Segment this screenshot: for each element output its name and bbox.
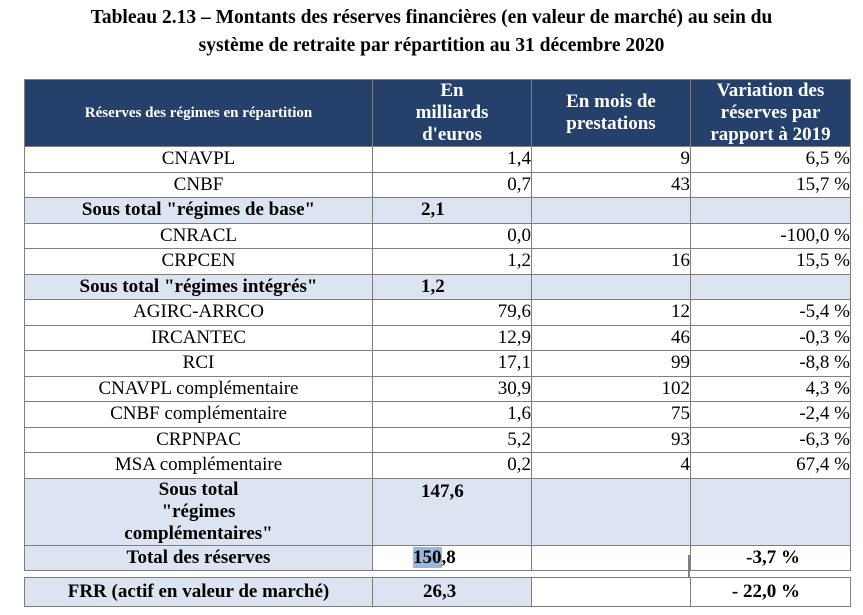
row-label: Sous total "régimes complémentaires"	[24, 477, 373, 546]
row-variation: -0,3 %	[690, 324, 851, 351]
row-months: 9	[531, 146, 691, 173]
frr-amount: 26,3	[372, 577, 532, 607]
row-variation	[690, 197, 851, 224]
table-row: CNRACL 0,0 -100,0 %	[24, 222, 851, 249]
total-amount: 150,8	[372, 544, 532, 571]
title-line-1: Tableau 2.13 – Montants des réserves fin…	[90, 7, 773, 28]
table-row: CRPCEN 1,2 16 15,5 %	[24, 248, 851, 275]
header-col-amount: En milliards d'euros	[372, 79, 532, 147]
row-variation: 67,4 %	[690, 452, 851, 479]
table-row: MSA complémentaire 0,2 4 67,4 %	[24, 452, 851, 479]
row-variation: -5,4 %	[690, 299, 851, 326]
frr-row: FRR (actif en valeur de marché) 26,3 - 2…	[24, 577, 851, 607]
frr-label: FRR (actif en valeur de marché)	[24, 577, 373, 607]
row-months: 12	[531, 299, 691, 326]
row-months: 46	[531, 324, 691, 351]
row-label: CNRACL	[24, 222, 373, 249]
row-label: Sous total "régimes intégrés"	[24, 273, 373, 300]
row-label: IRCANTEC	[24, 324, 373, 351]
subtotal-row: Sous total "régimes intégrés" 1,2	[24, 273, 851, 300]
total-months	[531, 544, 691, 571]
row-months: 99	[531, 350, 691, 377]
row-months	[531, 197, 691, 224]
subtotal-row: Sous total "régimes de base" 2,1	[24, 197, 851, 224]
row-label: MSA complémentaire	[24, 452, 373, 479]
row-amount: 79,6	[372, 299, 532, 326]
title-line-2: système de retraite par répartition au 3…	[198, 35, 665, 56]
row-amount: 5,2	[372, 426, 532, 453]
row-label: CNAVPL complémentaire	[24, 375, 373, 402]
header-row: Réserves des régimes en répartition En m…	[24, 79, 851, 147]
row-months	[531, 273, 691, 300]
row-variation: 6,5 %	[690, 146, 851, 173]
reserves-table: Réserves des régimes en répartition En m…	[24, 79, 851, 571]
row-months	[531, 222, 691, 249]
row-amount: 30,9	[372, 375, 532, 402]
row-amount: 12,9	[372, 324, 532, 351]
divider	[688, 555, 690, 577]
table-row: CNAVPL 1,4 9 6,5 %	[24, 146, 851, 173]
row-label: CNBF	[24, 171, 373, 198]
row-variation: 15,5 %	[690, 248, 851, 275]
row-amount: 2,1	[372, 197, 532, 224]
table-row: CNBF 0,7 43 15,7 %	[24, 171, 851, 198]
subtotal-row: Sous total "régimes complémentaires" 147…	[24, 477, 851, 546]
row-amount: 1,2	[372, 273, 532, 300]
table-row: AGIRC-ARRCO 79,6 12 -5,4 %	[24, 299, 851, 326]
row-months: 4	[531, 452, 691, 479]
row-amount: 1,4	[372, 146, 532, 173]
frr-table: FRR (actif en valeur de marché) 26,3 - 2…	[24, 577, 851, 607]
row-amount: 1,6	[372, 401, 532, 428]
frr-variation: - 22,0 %	[690, 577, 851, 607]
row-amount: 0,2	[372, 452, 532, 479]
row-amount: 1,2	[372, 248, 532, 275]
row-label: AGIRC-ARRCO	[24, 299, 373, 326]
header-col-regimes: Réserves des régimes en répartition	[24, 79, 373, 147]
frr-months	[531, 577, 691, 607]
row-months: 43	[531, 171, 691, 198]
row-variation: -2,4 %	[690, 401, 851, 428]
table-row: RCI 17,1 99 -8,8 %	[24, 350, 851, 377]
table-row: CRPNPAC 5,2 93 -6,3 %	[24, 426, 851, 453]
table-row: IRCANTEC 12,9 46 -0,3 %	[24, 324, 851, 351]
row-amount: 0,7	[372, 171, 532, 198]
row-variation: -100,0 %	[690, 222, 851, 249]
row-amount: 147,6	[372, 477, 532, 546]
row-variation: -8,8 %	[690, 350, 851, 377]
row-amount: 0,0	[372, 222, 532, 249]
row-months: 75	[531, 401, 691, 428]
header-col-months: En mois de prestations	[531, 79, 691, 147]
total-variation: -3,7 %	[690, 544, 851, 571]
row-amount: 17,1	[372, 350, 532, 377]
total-row: Total des réserves 150,8 -3,7 %	[24, 544, 851, 571]
row-months: 16	[531, 248, 691, 275]
table-row: CNAVPL complémentaire 30,9 102 4,3 %	[24, 375, 851, 402]
table-title: Tableau 2.13 – Montants des réserves fin…	[0, 4, 863, 60]
row-months	[531, 477, 691, 546]
row-variation	[690, 273, 851, 300]
row-variation: -6,3 %	[690, 426, 851, 453]
total-label: Total des réserves	[24, 544, 373, 571]
row-months: 93	[531, 426, 691, 453]
row-label: Sous total "régimes de base"	[24, 197, 373, 224]
row-variation	[690, 477, 851, 546]
table-row: CNBF complémentaire 1,6 75 -2,4 %	[24, 401, 851, 428]
row-label: CNBF complémentaire	[24, 401, 373, 428]
header-col-variation: Variation des réserves par rapport à 201…	[690, 79, 851, 147]
row-variation: 4,3 %	[690, 375, 851, 402]
row-label: CRPCEN	[24, 248, 373, 275]
row-label: CNAVPL	[24, 146, 373, 173]
row-label: RCI	[24, 350, 373, 377]
row-months: 102	[531, 375, 691, 402]
row-label: CRPNPAC	[24, 426, 373, 453]
row-variation: 15,7 %	[690, 171, 851, 198]
